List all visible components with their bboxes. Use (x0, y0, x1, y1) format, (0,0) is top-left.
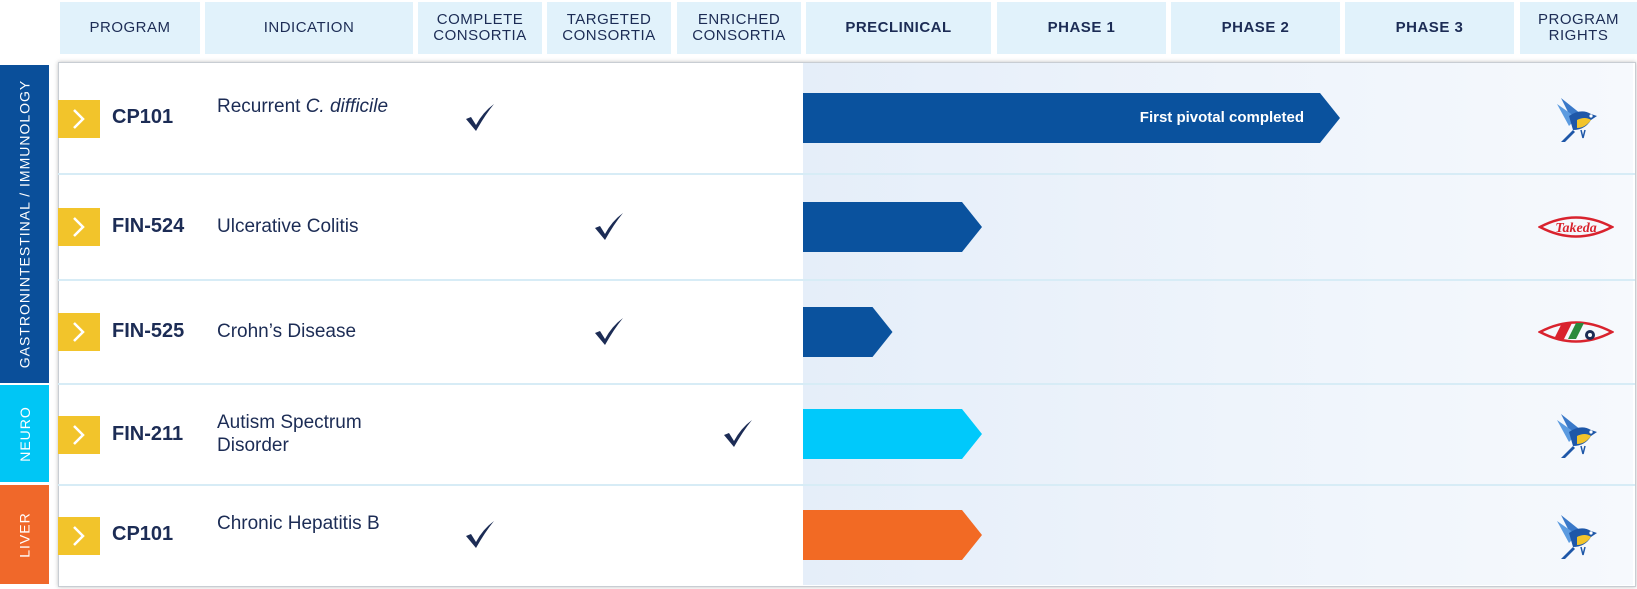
bird-logo (1551, 509, 1601, 566)
progress-bar (803, 510, 982, 560)
header-enriched-consortia: ENRICHED CONSORTIA (677, 2, 801, 54)
progress-bar (803, 202, 982, 252)
header-program: PROGRAM (60, 2, 200, 54)
checkmark-icon (463, 102, 497, 139)
checkmark-icon (592, 211, 626, 248)
checkmark-icon (592, 316, 626, 353)
bird-logo (1551, 92, 1601, 149)
program-name: CP101 (112, 523, 174, 545)
indication: Chronic Hepatitis B (217, 513, 380, 534)
bird-logo (1551, 408, 1601, 465)
header-phase-2: PHASE 2 (1171, 2, 1340, 54)
indication: Autism Spectrum Disorder (217, 412, 362, 456)
header-preclinical: PRECLINICAL (806, 2, 991, 54)
therapeutic-area-label: LIVER (16, 511, 33, 558)
indication-italic: C. difficile (305, 96, 389, 117)
phase-area-background (803, 63, 1633, 585)
partner-eye-logo (1537, 317, 1615, 352)
chevron-right-icon (73, 322, 85, 342)
therapeutic-area-label: NEURO (16, 405, 33, 462)
takeda-logo-text: Takeda (1555, 221, 1596, 236)
indication-text: Recurrent (217, 96, 301, 117)
header-targeted-consortia: TARGETED CONSORTIA (547, 2, 671, 54)
progress-bar (803, 307, 893, 357)
therapeutic-area-neuro: NEURO (0, 385, 49, 482)
therapeutic-area-label: GASTRONINTESTINAL / IMMUNOLOGY (16, 79, 33, 369)
header-indication: INDICATION (205, 2, 413, 54)
chevron-right-icon (73, 217, 85, 237)
program-name: FIN-524 (112, 215, 185, 237)
chevron-right-icon (73, 425, 85, 445)
therapeutic-area-gi-immunology: GASTRONINTESTINAL / IMMUNOLOGY (0, 65, 49, 383)
program-name: CP101 (112, 106, 174, 128)
takeda-logo: Takeda (1537, 212, 1615, 247)
chevron-right-icon (73, 109, 85, 129)
expand-row-button[interactable] (58, 313, 100, 351)
indication: Recurrent C. difficile (217, 95, 407, 118)
progress-bar (803, 93, 1340, 143)
expand-row-button[interactable] (58, 100, 100, 138)
expand-row-button[interactable] (58, 416, 100, 454)
therapeutic-area-liver: LIVER (0, 485, 49, 584)
header-phase-1: PHASE 1 (997, 2, 1166, 54)
checkmark-icon (721, 418, 755, 455)
expand-row-button[interactable] (58, 517, 100, 555)
row-divider (58, 383, 1635, 385)
expand-row-button[interactable] (58, 208, 100, 246)
bar-label: First pivotal completed (1139, 109, 1304, 126)
chevron-right-icon (73, 526, 85, 546)
program-name: FIN-525 (112, 320, 185, 342)
progress-bar (803, 409, 982, 459)
indication: Ulcerative Colitis (217, 216, 359, 237)
indication: Crohn’s Disease (217, 321, 357, 342)
header-phase-3: PHASE 3 (1345, 2, 1514, 54)
program-name: FIN-211 (112, 423, 184, 445)
header-program-rights: PROGRAM RIGHTS (1520, 2, 1637, 54)
row-divider (58, 484, 1635, 486)
row-divider (58, 279, 1635, 281)
header-complete-consortia: COMPLETE CONSORTIA (418, 2, 542, 54)
row-divider (58, 173, 1635, 175)
checkmark-icon (463, 519, 497, 556)
